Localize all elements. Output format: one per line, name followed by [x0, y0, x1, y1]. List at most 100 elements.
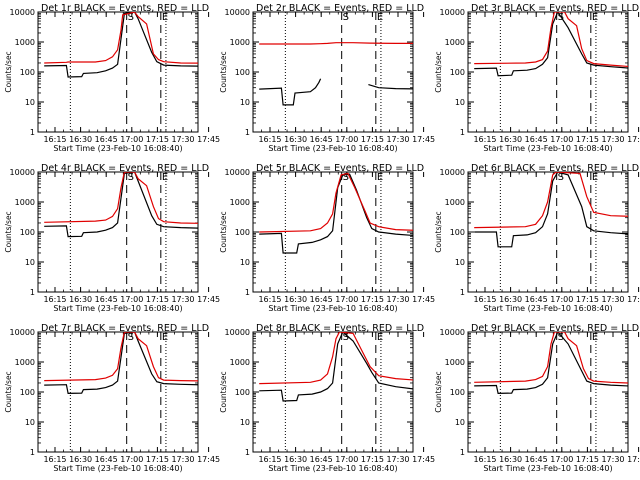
x-tick-label: 17:15 — [576, 135, 599, 144]
x-tick-label: 17:15 — [146, 295, 169, 304]
x-tick-label: 16:30 — [284, 135, 307, 144]
y-axis-label: Counts/sec — [219, 51, 228, 92]
y-tick-label: 100 — [450, 388, 465, 397]
x-axis-label: Start Time (23-Feb-10 16:08:40) — [53, 304, 182, 313]
x-tick-label: 16:30 — [69, 455, 92, 464]
y-axis-label: Counts/sec — [219, 371, 228, 412]
x-tick-label: 16:45 — [95, 455, 118, 464]
x-tick-label: 17:45 — [627, 295, 640, 304]
x-tick-label: 16:30 — [69, 135, 92, 144]
y-tick-label: 1 — [460, 448, 465, 457]
x-tick-label: 17:00 — [335, 295, 358, 304]
chart-title: Det 1r BLACK = Events, RED = LLD — [41, 3, 209, 14]
y-tick-label: 1000 — [445, 198, 465, 207]
x-axis-label: Start Time (23-Feb-10 16:08:40) — [268, 304, 397, 313]
lld-series-line — [44, 172, 198, 224]
chart-panel: Det 6r BLACK = Events, RED = LLD 1 10 100 10… — [434, 163, 640, 313]
y-tick-label: 10 — [240, 258, 250, 267]
y-tick-label: 1 — [30, 288, 35, 297]
x-tick-label: 16:45 — [310, 295, 333, 304]
y-tick-label: 1 — [460, 288, 465, 297]
y-tick-label: 1 — [245, 128, 250, 137]
y-tick-label: 10 — [25, 98, 35, 107]
y-axis-label: Counts/sec — [434, 371, 443, 412]
y-tick-label: 10000 — [10, 168, 35, 177]
x-tick-label: 17:45 — [197, 295, 220, 304]
chart-panel: Det 5r BLACK = Events, RED = LLD 1 10 100 10… — [219, 163, 435, 313]
x-tick-label: 16:15 — [258, 135, 281, 144]
x-axis-label: Start Time (23-Feb-10 16:08:40) — [483, 464, 612, 473]
x-tick-label: 16:30 — [499, 455, 522, 464]
y-tick-label: 1 — [460, 128, 465, 137]
x-tick-label: 17:15 — [146, 135, 169, 144]
chart-title: Det 9r BLACK = Events, RED = LLD — [471, 323, 639, 334]
x-tick-label: 17:15 — [361, 135, 384, 144]
chart-panel: Det 7r BLACK = Events, RED = LLD 1 10 100 10… — [4, 323, 220, 473]
lld-series-line — [474, 12, 628, 68]
x-tick-label: 16:15 — [43, 455, 66, 464]
plot-frame — [252, 331, 414, 453]
y-tick-label: 10 — [455, 418, 465, 427]
x-tick-label: 16:30 — [284, 455, 307, 464]
chart-panel: Det 3r BLACK = Events, RED = LLD 1 10 100 10… — [434, 3, 640, 153]
chart-title: Det 2r BLACK = Events, RED = LLD — [256, 3, 424, 14]
start-marker-label: S — [128, 172, 134, 183]
end-marker-label: E — [592, 172, 598, 183]
end-marker-label: E — [162, 332, 168, 343]
x-tick-label: 16:30 — [499, 135, 522, 144]
y-tick-label: 1000 — [230, 38, 250, 47]
x-axis-label: Start Time (23-Feb-10 16:08:40) — [53, 464, 182, 473]
y-axis-label: Counts/sec — [219, 211, 228, 252]
lld-series-line — [259, 42, 413, 45]
lld-series-line — [44, 332, 198, 382]
lld-series-line — [44, 12, 198, 64]
x-tick-label: 16:45 — [525, 135, 548, 144]
events-series-line — [44, 172, 198, 238]
events-series-line — [44, 12, 198, 78]
x-tick-label: 17:45 — [627, 135, 640, 144]
plot-frame — [37, 331, 199, 453]
x-tick-label: 17:00 — [120, 455, 143, 464]
y-tick-label: 10000 — [440, 168, 465, 177]
y-tick-label: 10 — [240, 418, 250, 427]
x-tick-label: 17:15 — [576, 295, 599, 304]
events-series-line — [368, 84, 413, 90]
x-tick-label: 17:00 — [550, 455, 573, 464]
x-tick-label: 17:15 — [361, 455, 384, 464]
y-axis-label: Counts/sec — [434, 211, 443, 252]
y-tick-label: 1000 — [230, 198, 250, 207]
y-tick-label: 100 — [20, 388, 35, 397]
start-marker-label: S — [343, 172, 349, 183]
y-tick-label: 10000 — [225, 328, 250, 337]
x-tick-label: 16:45 — [95, 135, 118, 144]
y-tick-label: 1000 — [445, 38, 465, 47]
start-marker-label: S — [343, 332, 349, 343]
chart-title: Det 3r BLACK = Events, RED = LLD — [471, 3, 639, 14]
x-tick-label: 17:00 — [550, 295, 573, 304]
chart-panel: Det 2r BLACK = Events, RED = LLD 1 10 100 10… — [219, 3, 435, 153]
plot-frame — [467, 11, 629, 133]
x-tick-label: 16:15 — [473, 135, 496, 144]
events-series-line — [474, 12, 628, 77]
x-tick-label: 16:45 — [95, 295, 118, 304]
x-tick-label: 17:30 — [386, 135, 409, 144]
chart-title: Det 7r BLACK = Events, RED = LLD — [41, 323, 209, 334]
y-tick-label: 10 — [240, 98, 250, 107]
end-marker-label: E — [377, 12, 383, 23]
x-tick-label: 16:45 — [525, 455, 548, 464]
chart-title: Det 5r BLACK = Events, RED = LLD — [256, 163, 424, 174]
y-axis-label: Counts/sec — [4, 211, 13, 252]
chart-title: Det 6r BLACK = Events, RED = LLD — [471, 163, 639, 174]
y-tick-label: 10 — [455, 258, 465, 267]
y-tick-label: 10000 — [225, 8, 250, 17]
x-tick-label: 17:30 — [601, 455, 624, 464]
x-tick-label: 16:15 — [258, 455, 281, 464]
end-marker-label: E — [162, 12, 168, 23]
y-tick-label: 10 — [25, 418, 35, 427]
x-tick-label: 17:00 — [550, 135, 573, 144]
x-tick-label: 16:30 — [499, 295, 522, 304]
x-tick-label: 17:30 — [386, 455, 409, 464]
x-tick-label: 17:00 — [120, 295, 143, 304]
lld-series-line — [259, 332, 413, 385]
y-tick-label: 1 — [245, 288, 250, 297]
